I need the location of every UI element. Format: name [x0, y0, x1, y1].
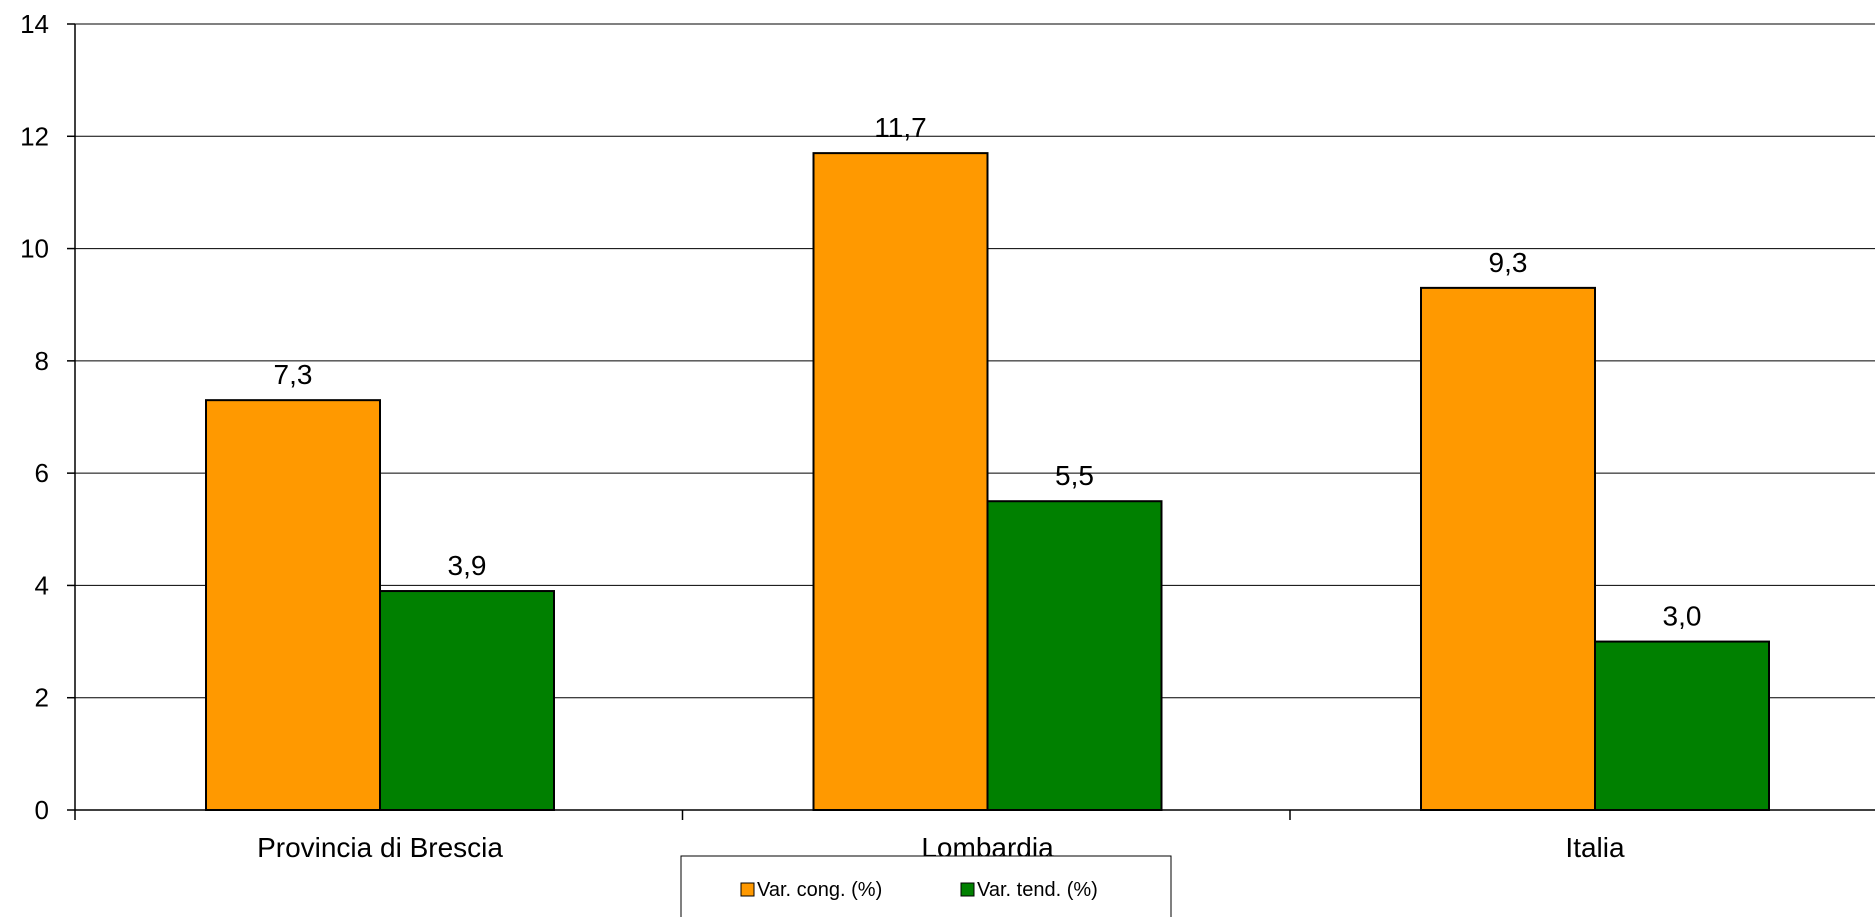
legend: Var. cong. (%) Var. tend. (%) — [680, 855, 1172, 917]
bars — [205, 152, 1770, 812]
x-ticks — [74, 810, 1291, 820]
data-label: 7,3 — [274, 359, 313, 390]
bar — [1594, 640, 1770, 811]
y-tick-label: 2 — [35, 683, 49, 713]
data-label: 9,3 — [1489, 247, 1528, 278]
legend-label-0: Var. cong. (%) — [757, 879, 882, 901]
category-label: Italia — [1565, 832, 1625, 863]
y-tick-label: 10 — [20, 234, 49, 264]
y-tick-label: 14 — [20, 9, 49, 39]
data-label: 3,9 — [448, 550, 487, 581]
value-labels: 7,3 3,9 11,7 5,5 9,3 3,0 — [274, 112, 1702, 631]
bar — [986, 500, 1163, 811]
legend-swatch-0 — [740, 882, 755, 897]
bar — [1420, 286, 1596, 812]
bar — [379, 590, 555, 811]
y-tick-label: 4 — [35, 570, 49, 600]
y-ticks: 0 2 4 6 8 10 12 14 — [20, 9, 75, 825]
y-tick-label: 12 — [20, 121, 49, 151]
data-label: 3,0 — [1663, 601, 1702, 632]
bar — [812, 152, 989, 811]
legend-label-1: Var. tend. (%) — [977, 879, 1098, 901]
data-label: 11,7 — [874, 112, 926, 143]
category-labels: Provincia di Brescia Lombardia Italia — [257, 832, 1625, 863]
legend-box — [680, 855, 1172, 917]
y-tick-label: 6 — [35, 458, 49, 488]
bar — [205, 399, 381, 811]
y-tick-label: 0 — [35, 795, 49, 825]
y-tick-label: 8 — [35, 346, 49, 376]
legend-swatch-1 — [960, 882, 975, 897]
data-label: 5,5 — [1055, 460, 1094, 491]
category-label: Provincia di Brescia — [257, 832, 503, 863]
